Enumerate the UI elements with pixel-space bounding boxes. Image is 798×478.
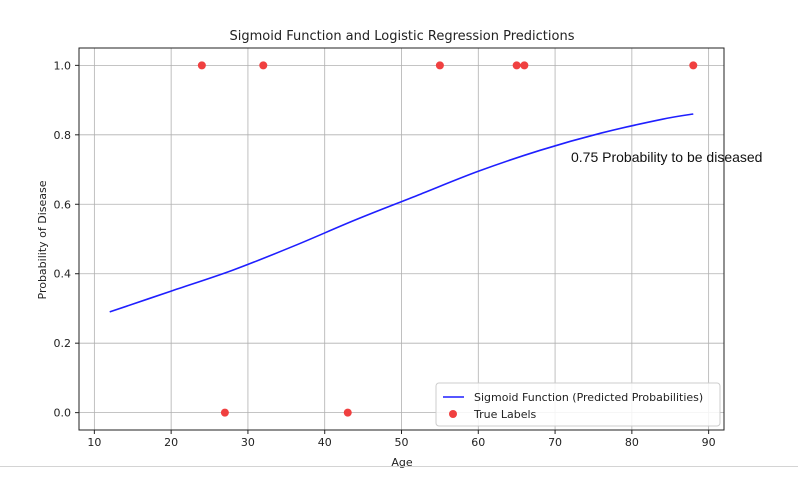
x-tick-label: 60 <box>471 436 485 449</box>
legend-label-true: True Labels <box>473 408 537 421</box>
x-tick-label: 90 <box>702 436 716 449</box>
x-tick-label: 20 <box>164 436 178 449</box>
x-tick-label: 80 <box>625 436 639 449</box>
true-label-point <box>259 61 268 70</box>
y-axis-label: Probability of Disease <box>36 180 49 299</box>
legend-point-swatch <box>449 410 457 418</box>
true-label-point <box>689 61 698 70</box>
legend-box <box>435 382 721 427</box>
sigmoid-series <box>109 113 694 313</box>
axis-ticks: 10 20 30 40 50 60 70 80 90 0.0 0.2 0.4 0.6 0.8 1.0 <box>54 59 716 449</box>
y-tick-label: 1.0 <box>54 59 72 72</box>
x-tick-label: 40 <box>318 436 332 449</box>
sigmoid-line <box>109 113 694 313</box>
annotation: 0.75 Probability to be diseased <box>571 149 763 165</box>
x-tick-label: 70 <box>548 436 562 449</box>
legend-label-sigmoid: Sigmoid Function (Predicted Probabilitie… <box>474 391 703 404</box>
legend: Sigmoid Function (Predicted Probabilitie… <box>435 382 721 427</box>
true-label-point <box>520 61 529 70</box>
true-labels-series <box>197 61 698 417</box>
true-label-point <box>512 61 521 70</box>
true-label-point <box>197 61 206 70</box>
y-tick-label: 0.0 <box>54 407 72 420</box>
true-label-point <box>220 408 229 417</box>
x-tick-label: 50 <box>395 436 409 449</box>
y-tick-label: 0.6 <box>54 198 72 211</box>
chart-title: Sigmoid Function and Logistic Regression… <box>230 29 575 44</box>
x-tick-label: 30 <box>241 436 255 449</box>
divider <box>0 466 798 467</box>
y-tick-label: 0.2 <box>54 337 72 350</box>
true-label-point <box>343 408 352 417</box>
x-axis-label: Age <box>391 456 413 469</box>
true-label-point <box>435 61 444 70</box>
grid <box>79 48 724 430</box>
y-tick-label: 0.4 <box>54 268 72 281</box>
y-tick-label: 0.8 <box>54 129 72 142</box>
x-tick-label: 10 <box>87 436 101 449</box>
